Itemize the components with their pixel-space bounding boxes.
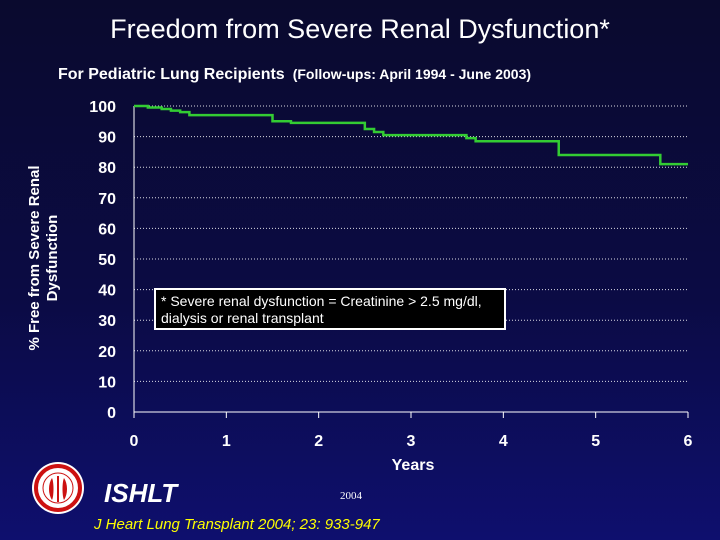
subtitle-followups: (Follow-ups: April 1994 - June 2003) <box>292 66 532 82</box>
slide-title: Freedom from Severe Renal Dysfunction* <box>110 14 610 44</box>
x-tick-label: 5 <box>591 433 600 450</box>
y-tick-label: 100 <box>89 99 116 116</box>
y-tick-label: 60 <box>98 221 116 238</box>
ishlt-seal-icon <box>32 462 84 514</box>
y-tick-label: 50 <box>98 252 116 269</box>
y-tick-label: 70 <box>98 191 116 208</box>
x-tick-label: 0 <box>130 433 139 450</box>
y-tick-label: 10 <box>98 374 116 391</box>
y-tick-label: 40 <box>98 283 116 300</box>
y-tick-label: 20 <box>98 344 116 361</box>
citation: J Heart Lung Transplant 2004; 23: 933-94… <box>94 516 380 533</box>
x-tick-label: 1 <box>222 433 231 450</box>
y-axis-label: % Free from Severe Renal Dysfunction <box>14 138 74 378</box>
y-tick-label: 30 <box>98 313 116 330</box>
y-tick-label: 80 <box>98 160 116 177</box>
x-axis-label: Years <box>392 457 435 474</box>
x-tick-label: 3 <box>407 433 416 450</box>
year-label: 2004 <box>340 490 362 502</box>
y-axis-label-line-2: Dysfunction <box>44 214 61 302</box>
x-tick-label: 6 <box>684 433 693 450</box>
footnote-box: * Severe renal dysfunction = Creatinine … <box>154 288 506 330</box>
ishlt-logo-text: ISHLT <box>104 478 178 508</box>
y-tick-label: 0 <box>107 405 116 422</box>
survival-series-line <box>134 104 688 166</box>
subtitle-main: For Pediatric Lung Recipients <box>58 66 285 83</box>
x-tick-label: 4 <box>499 433 508 450</box>
slide-subtitle: For Pediatric Lung Recipients (Follow-ups… <box>58 66 531 84</box>
x-tick-label: 2 <box>314 433 323 450</box>
y-axis-label-line-1: % Free from Severe Renal <box>26 165 43 351</box>
y-tick-label: 90 <box>98 130 116 147</box>
